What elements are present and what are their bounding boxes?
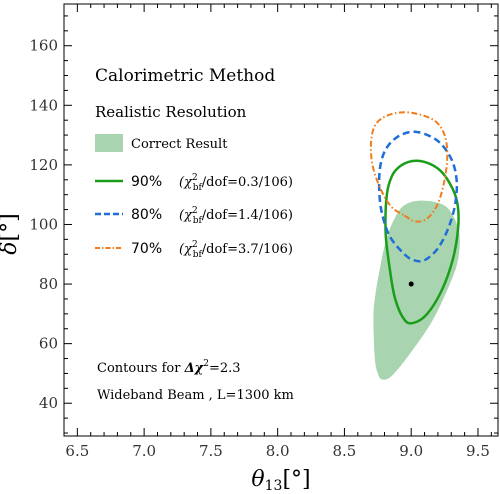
legend-pct-80: 80% bbox=[131, 207, 162, 223]
legend-swatch-correct bbox=[95, 134, 123, 152]
x-tick-label: 7.0 bbox=[132, 442, 156, 460]
contour-c90 bbox=[384, 159, 460, 325]
y-axis-label: δ[°] bbox=[0, 213, 22, 254]
x-tick-label: 8.0 bbox=[266, 442, 290, 460]
legend-chi-70: (χ2 bf/dof=3.7/106) bbox=[179, 240, 293, 260]
legend-chi-90: (χ2 bf/dof=0.3/106) bbox=[179, 173, 293, 193]
axis-ticks: 6.5 7.0 7.5 8.0 8.5 9.0 9.5 40 60 80 100 120 140 160 bbox=[29, 4, 498, 460]
y-tick-label: 140 bbox=[29, 96, 58, 114]
y-tick-label: 80 bbox=[39, 275, 58, 293]
x-tick-label: 8.5 bbox=[333, 442, 357, 460]
contour-c80 bbox=[377, 130, 459, 263]
y-tick-label: 120 bbox=[29, 156, 58, 174]
legend-pct-70: 70% bbox=[131, 241, 162, 257]
region-correct bbox=[373, 200, 460, 380]
y-tick-label: 100 bbox=[29, 215, 58, 233]
y-tick-label: 60 bbox=[39, 335, 58, 353]
x-axis-label: θ13[°] bbox=[251, 467, 310, 494]
contour-lines bbox=[369, 111, 460, 325]
filled-regions bbox=[373, 200, 460, 380]
legend-chi-80: (χ2 bf/dof=1.4/106) bbox=[179, 206, 293, 226]
x-tick-label: 6.5 bbox=[65, 442, 89, 460]
annotation-subtitle: Realistic Resolution bbox=[95, 103, 247, 121]
annotation-title: Calorimetric Method bbox=[95, 66, 275, 86]
legend-label-correct: Correct Result bbox=[131, 137, 228, 152]
plot-border bbox=[63, 3, 499, 437]
plot-frame bbox=[63, 3, 499, 437]
y-tick-label: 160 bbox=[29, 37, 58, 55]
legend: Correct Result 90% (χ2 bf/dof=0.3/106) 80… bbox=[95, 134, 293, 260]
x-tick-label: 9.0 bbox=[399, 442, 423, 460]
legend-pct-90: 90% bbox=[131, 174, 162, 190]
annotation-beam-note: Wideband Beam , L=1300 km bbox=[97, 388, 294, 403]
x-tick-label: 9.5 bbox=[466, 442, 490, 460]
x-tick-label: 7.5 bbox=[199, 442, 223, 460]
annotation-contours-note: Contours for Δχ2=2.3 bbox=[97, 359, 241, 376]
y-tick-label: 40 bbox=[39, 394, 58, 412]
best-fit-point bbox=[408, 281, 414, 287]
